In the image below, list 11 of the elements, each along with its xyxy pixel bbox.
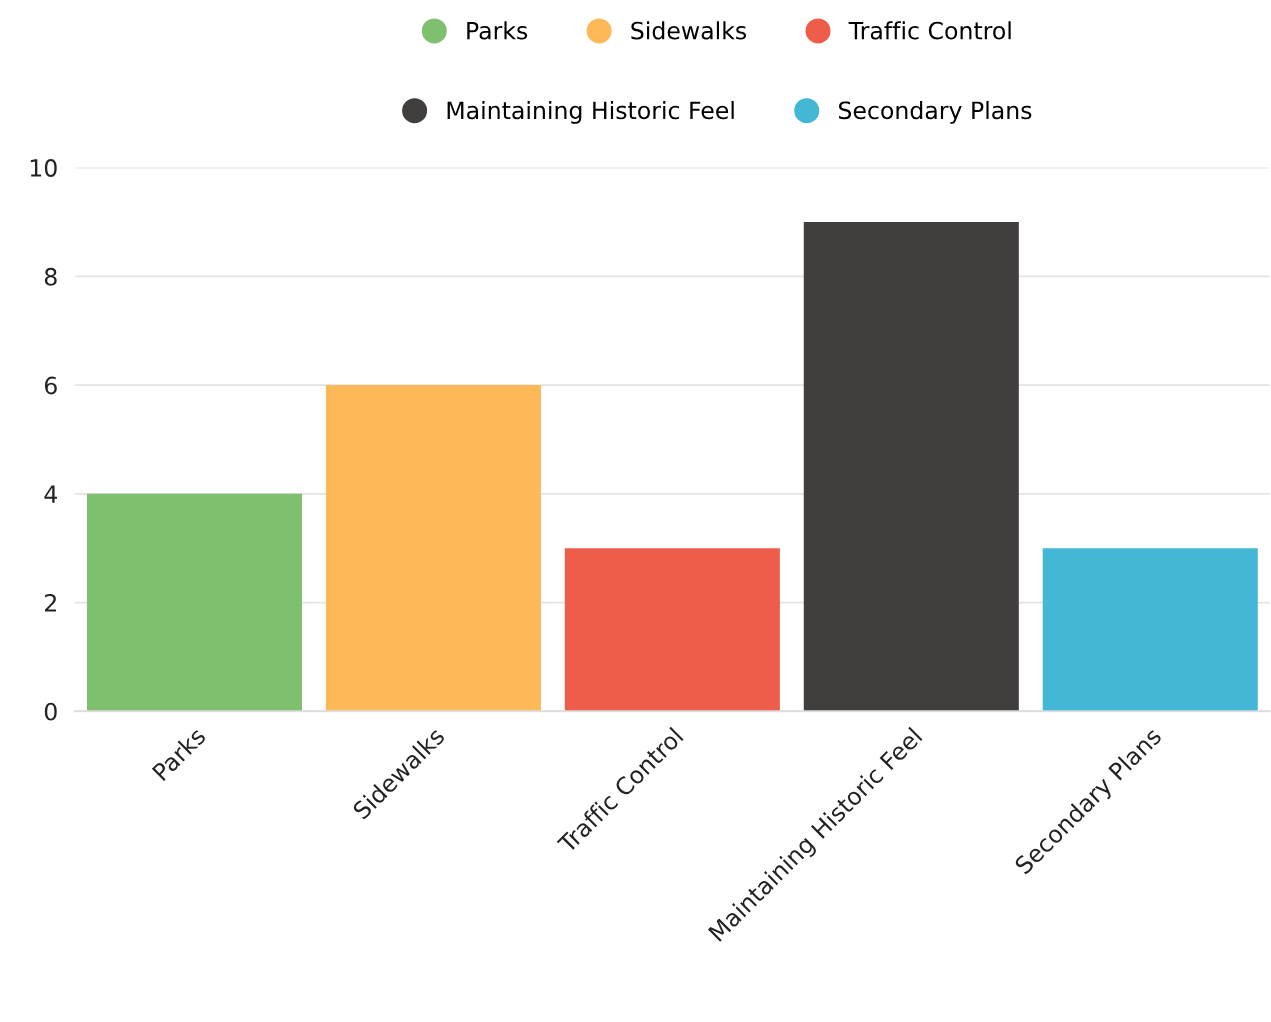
legend-label: Secondary Plans [838,100,1032,124]
legend-label: Sidewalks [631,21,747,40]
y-tick-label: 10 [30,159,57,177]
y-tick-label: 8 [44,267,57,286]
y-tick-label: 2 [45,594,56,612]
legend-label: Maintaining Historic Feel [447,100,734,124]
y-tick-label: 6 [44,376,57,395]
legend-label: Traffic Control [848,21,1011,40]
legend-label: Parks [467,21,528,40]
y-tick-label: 0 [44,702,57,721]
y-tick-label: 4 [44,485,57,503]
